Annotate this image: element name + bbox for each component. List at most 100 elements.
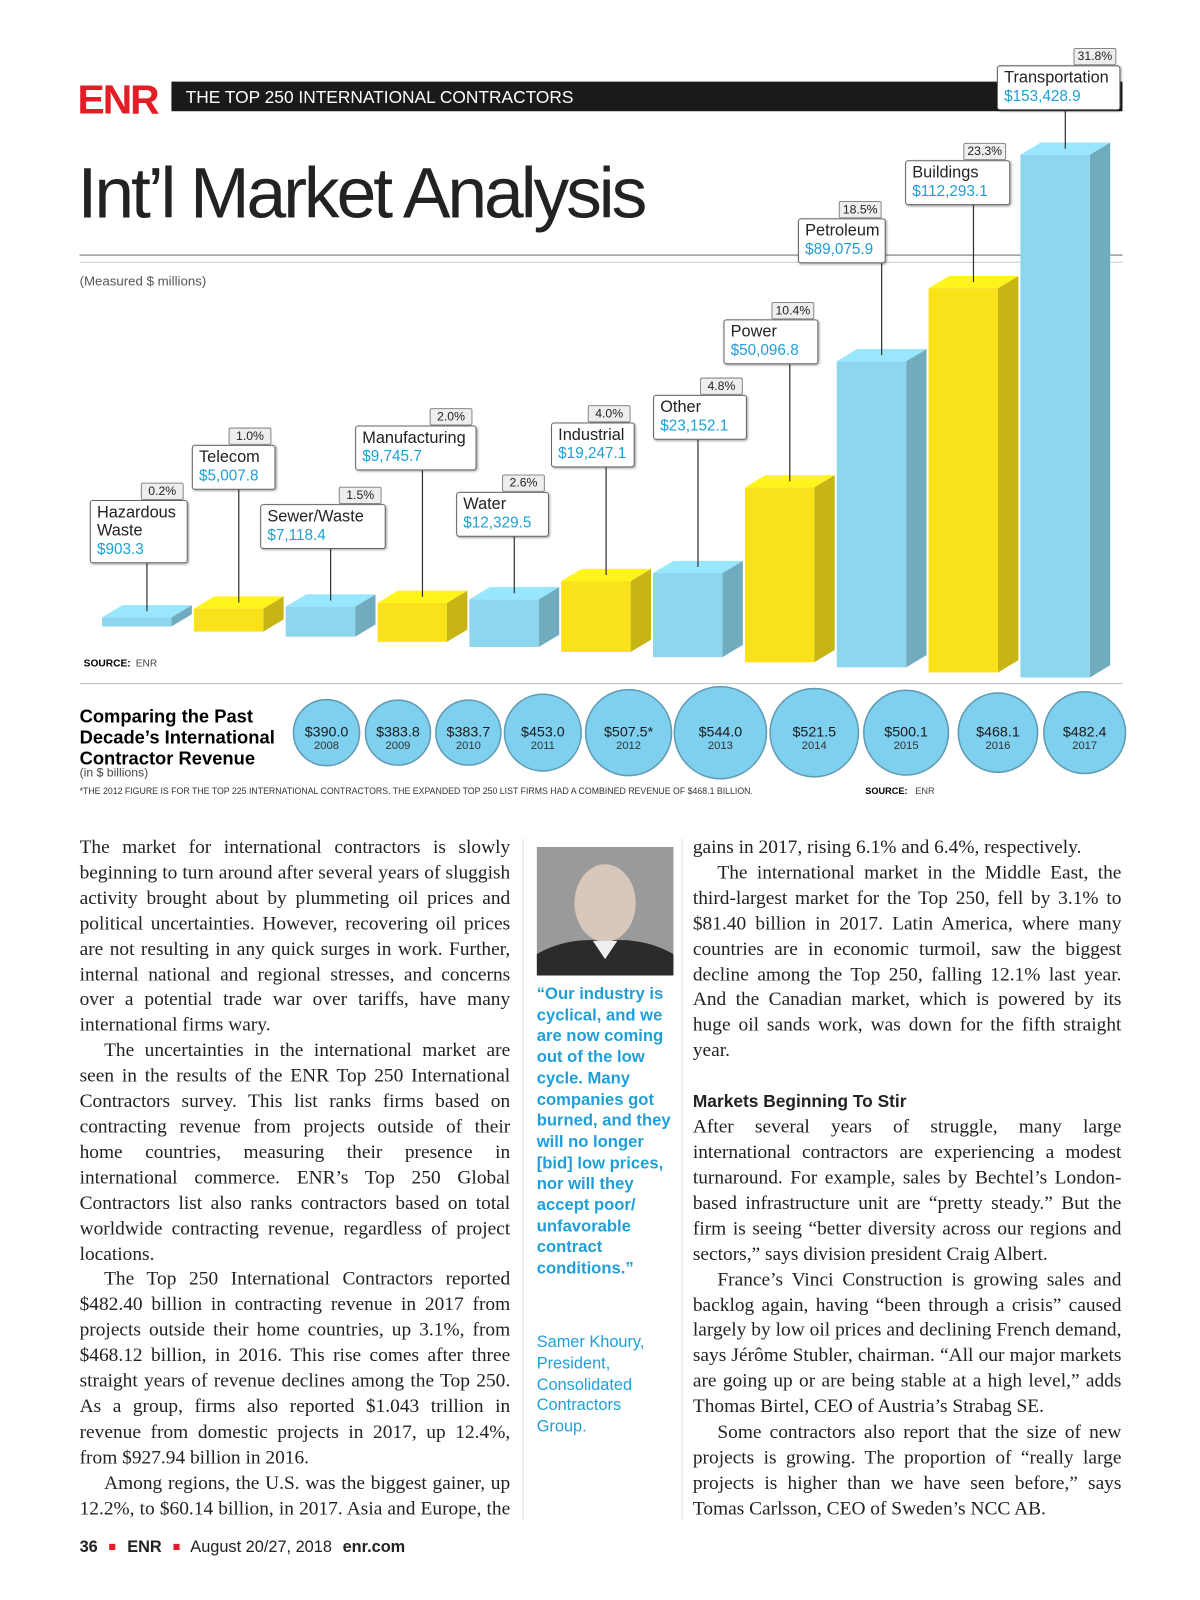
category-label: Sewer/Waste (267, 508, 364, 526)
paragraph: Among regions, the U.S. was the biggest … (79, 1472, 511, 1519)
bar-group (653, 560, 743, 658)
bar (561, 581, 631, 653)
bubble (584, 688, 673, 777)
paragraph: After several years of struggle, many la… (692, 1116, 1122, 1265)
bar-side (814, 475, 835, 663)
bar-group (193, 596, 284, 632)
bubble (503, 693, 582, 772)
callout: Power $50,096.8 (723, 319, 819, 365)
bar-side (1089, 142, 1111, 678)
value-label: $89,075.9 (805, 240, 874, 259)
article-column: The market for international contractors… (80, 836, 511, 1522)
separator (173, 1543, 180, 1550)
footnote: *THE 2012 FIGURE IS FOR THE TOP 225 INTE… (80, 786, 753, 796)
bubble-chart-subtitle: (in $ billions) (80, 766, 149, 780)
year-label: 2008 (314, 740, 339, 752)
year-label: 2010 (456, 740, 481, 752)
section-title: THE TOP 250 INTERNATIONAL CONTRACTORS (186, 87, 574, 107)
paragraph: Some contractors also report that the si… (692, 1421, 1122, 1520)
title-line: Decade’s International (80, 726, 275, 747)
section-heading: Markets Beginning To Stir (692, 1091, 907, 1112)
bar-side (630, 568, 652, 653)
callout: Telecom $5,007.8 (191, 444, 276, 490)
footer: 36 ENR August 20/27, 2018 enr.com (80, 1539, 406, 1557)
paragraph: The international market in the Middle E… (692, 862, 1122, 1062)
column-rule (681, 838, 683, 1521)
bar-group (285, 594, 376, 637)
column-rule (522, 838, 524, 1521)
share-label: 4.8% (699, 377, 743, 395)
bubble (957, 692, 1039, 774)
share-label: 0.2% (140, 482, 184, 500)
category-label: Water (463, 495, 507, 514)
paragraph: The market for international contractors… (79, 836, 511, 1037)
bar-group (561, 568, 652, 653)
bar-group (744, 475, 835, 663)
share-label: 2.6% (502, 474, 545, 492)
title-line: Comparing the Past (80, 705, 253, 726)
source: ENR (915, 786, 935, 796)
callout: Transportation $153,428.9 (996, 65, 1121, 111)
separator (109, 1543, 116, 1550)
bar (653, 573, 723, 658)
bubble (435, 699, 502, 766)
callout: Hazardous Waste $903.3 (89, 499, 188, 564)
value-label: $12,329.5 (463, 514, 532, 532)
source-label: SOURCE: (865, 786, 907, 796)
paragraph: The Top 250 International Contractors re… (79, 1268, 511, 1469)
bar-group (1020, 142, 1111, 678)
chart-subtitle: (Measured $ millions) (80, 274, 207, 289)
value-label: $544.0 (699, 725, 743, 741)
value-label: $903.3 (96, 540, 144, 559)
page-number: 36 (79, 1538, 98, 1557)
year-label: 2016 (985, 740, 1010, 752)
category-label: Industrial (558, 426, 625, 444)
value-label: $5,007.8 (198, 467, 259, 485)
bubble (1043, 691, 1127, 775)
category-label: Manufacturing (362, 429, 466, 447)
issue-date: August 20/27, 2018 (190, 1538, 332, 1557)
bar-group (469, 587, 560, 647)
bar-side (446, 590, 468, 642)
bar (469, 599, 539, 647)
bar (377, 602, 447, 642)
bar (744, 487, 815, 663)
bubble (292, 698, 361, 767)
value-label: $468.1 (976, 725, 1020, 741)
year-label: 2013 (708, 740, 733, 752)
title-line: Contractor Revenue (80, 747, 255, 768)
share-label: 4.0% (587, 405, 631, 423)
value-label: $23,152.1 (660, 417, 729, 435)
category-label: Petroleum (805, 222, 880, 240)
category-label: Telecom (198, 448, 260, 467)
callout: Buildings $112,293.1 (905, 160, 1011, 206)
share-label: 1.0% (228, 427, 272, 445)
value-label: $112,293.1 (912, 182, 988, 200)
bubble (863, 689, 950, 776)
bubble (673, 685, 768, 780)
year-label: 2015 (894, 740, 919, 752)
value-label: $500.1 (884, 725, 928, 741)
bar-side (906, 349, 927, 668)
share-label: 18.5% (838, 201, 882, 219)
callout: Sewer/Waste $7,118.4 (260, 504, 386, 549)
callout: Other $23,152.1 (653, 394, 747, 440)
bar-top (1020, 142, 1111, 155)
year-label: 2014 (802, 740, 827, 752)
callout: Petroleum $89,075.9 (797, 218, 886, 264)
quote-attribution: Samer Khoury, President, Consolidated Co… (536, 1333, 645, 1436)
category-label: Other (660, 398, 702, 417)
bar-side (263, 596, 284, 632)
year-label: 2012 (616, 740, 641, 752)
value-label: $521.5 (792, 725, 836, 741)
share-label: 10.4% (771, 302, 815, 320)
value-label: $19,247.1 (558, 444, 627, 463)
chart-area: ENR THE TOP 250 INTERNATIONAL CONTRACTOR… (78, 76, 1127, 796)
paragraph: France’s Vinci Construction is growing s… (692, 1268, 1122, 1418)
logo: ENR (78, 76, 160, 122)
share-label: 2.0% (429, 408, 473, 426)
brand: ENR (127, 1538, 162, 1557)
bar (193, 608, 264, 632)
value-label: $390.0 (305, 725, 349, 741)
